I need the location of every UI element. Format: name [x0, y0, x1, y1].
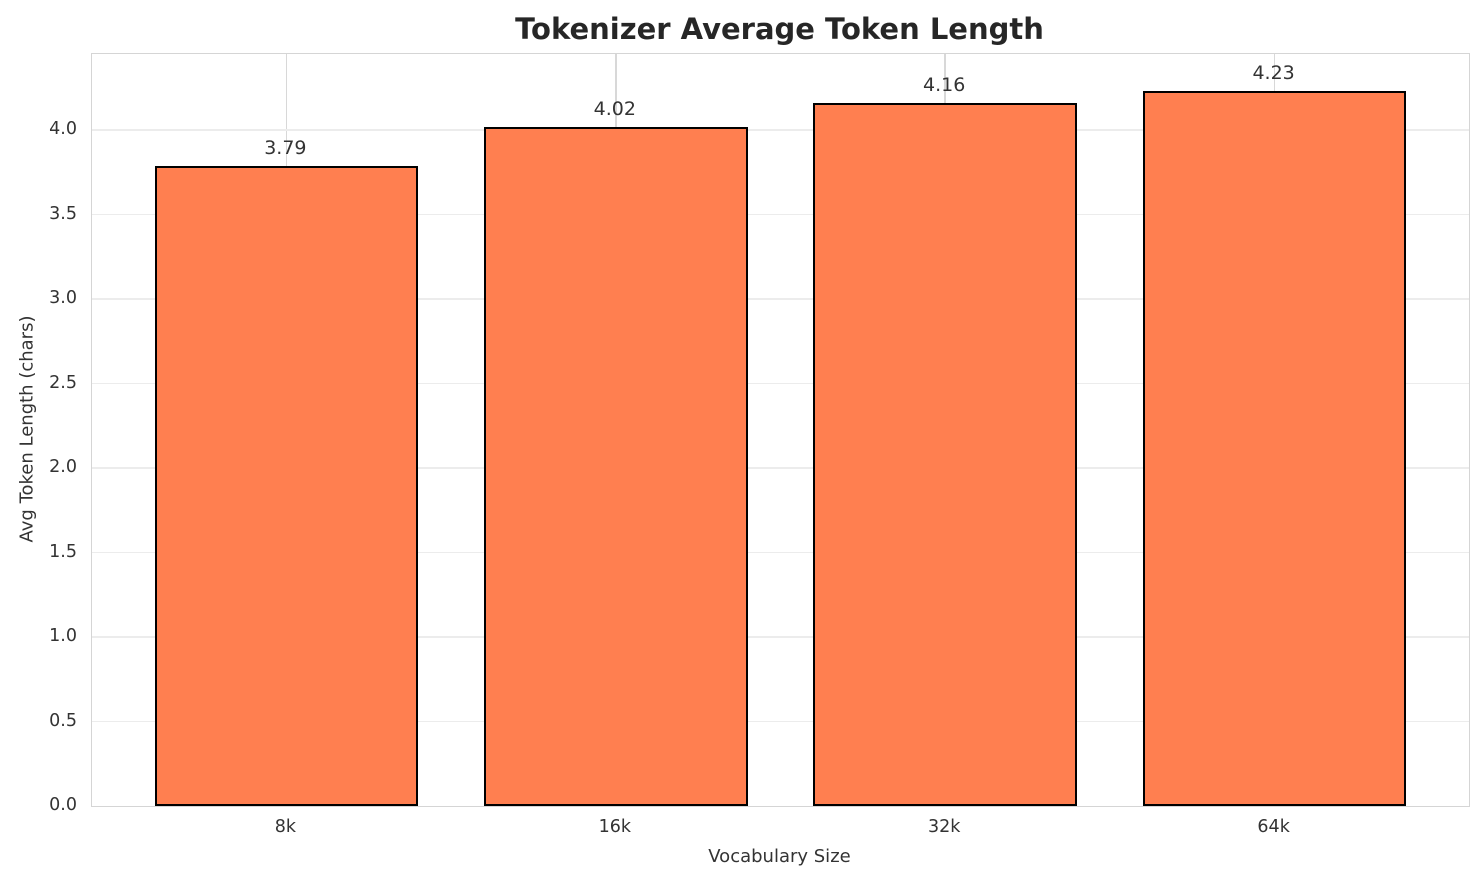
x-tick-label: 32k: [928, 817, 961, 837]
horizontal-gridline: [92, 720, 1469, 723]
y-tick-label: 0.5: [49, 710, 77, 731]
horizontal-gridline: [92, 636, 1469, 638]
horizontal-gridline: [92, 382, 1469, 385]
bar: [484, 126, 748, 806]
bar-value-label: 4.16: [923, 74, 966, 96]
x-tick-label: 16k: [598, 817, 631, 837]
y-tick-label: 2.5: [49, 372, 77, 393]
bar: [154, 165, 419, 806]
y-tick-label: 2.0: [49, 457, 77, 478]
y-tick-label: 4.0: [49, 119, 77, 140]
y-axis-label: Avg Token Length (chars): [16, 315, 38, 543]
y-tick-label: 3.0: [49, 288, 77, 309]
bar-value-label: 4.02: [593, 97, 636, 120]
y-tick-label: 0.0: [49, 795, 77, 815]
horizontal-gridline: [92, 467, 1469, 469]
horizontal-gridline: [92, 551, 1469, 554]
y-tick-label: 1.0: [49, 626, 77, 646]
plot-area: [91, 53, 1470, 807]
bar: [1142, 91, 1407, 806]
bar-value-label: 4.23: [1252, 62, 1295, 85]
horizontal-gridline: [92, 298, 1469, 300]
x-tick-label: 64k: [1257, 817, 1290, 837]
x-tick-label: 8k: [274, 817, 296, 837]
bar-value-label: 3.79: [264, 136, 307, 159]
y-tick-label: 1.5: [49, 541, 77, 562]
bar: [813, 103, 1077, 806]
x-axis-label: Vocabulary Size: [708, 846, 851, 867]
y-tick-label: 3.5: [49, 203, 77, 224]
chart-title: Tokenizer Average Token Length: [515, 12, 1044, 46]
horizontal-gridline: [92, 213, 1469, 216]
horizontal-gridline: [92, 129, 1469, 131]
